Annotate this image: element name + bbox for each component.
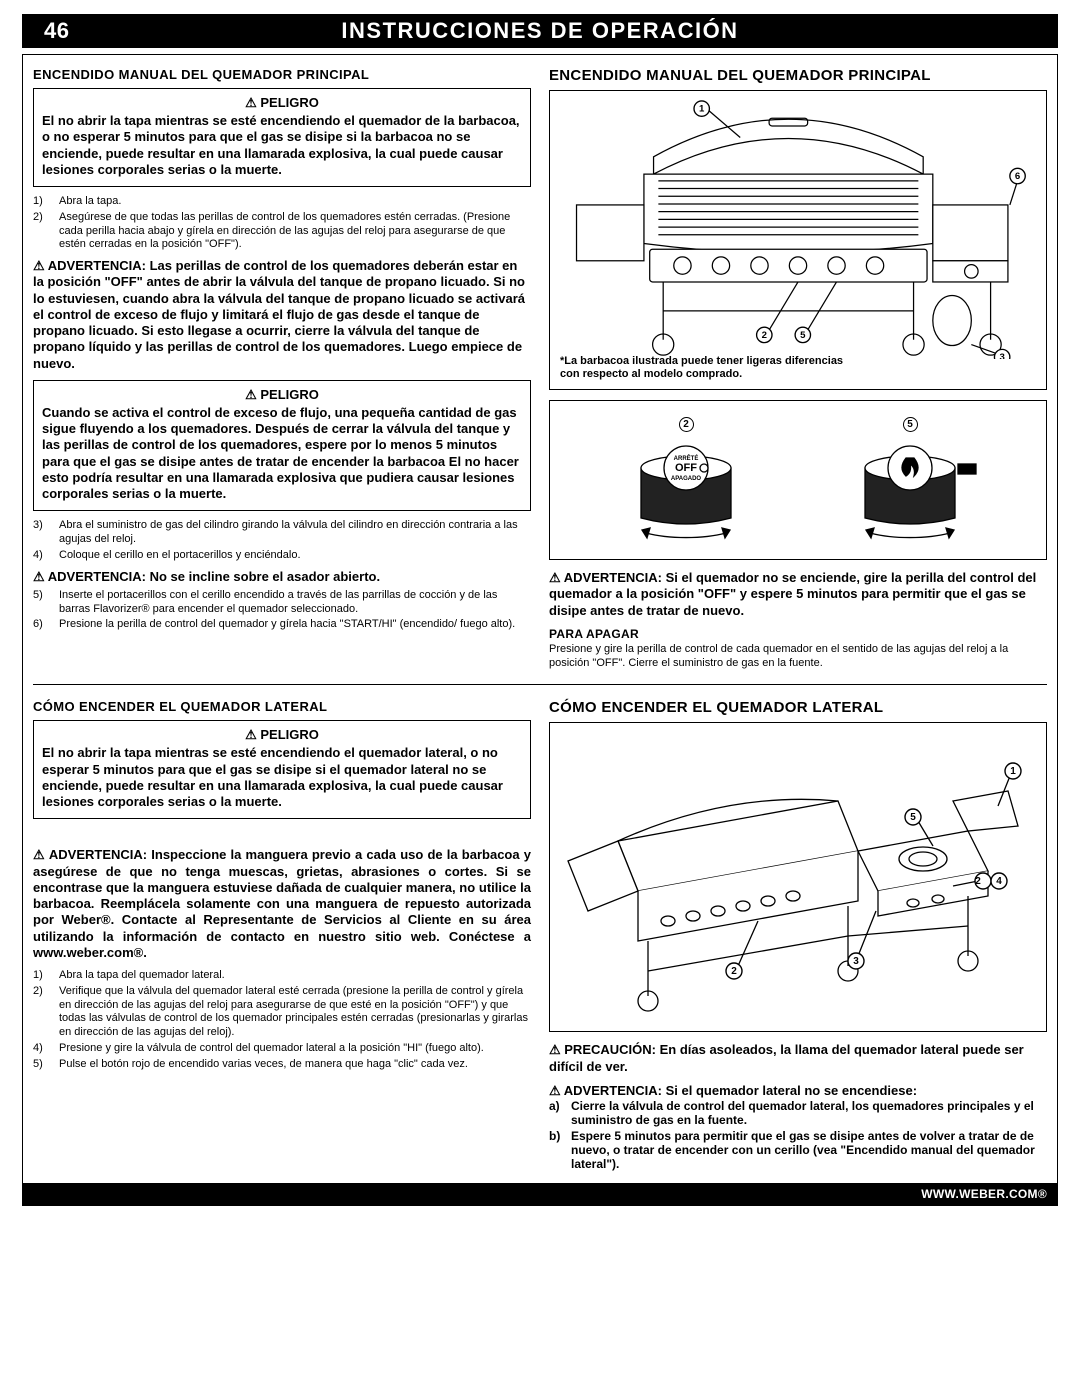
knob-ignite-svg (840, 438, 980, 548)
svg-text:3: 3 (999, 352, 1004, 359)
right-column-1: ENCENDIDO MANUAL DEL QUEMADOR PRINCIPAL (549, 63, 1047, 670)
para-apagar-head: PARA APAGAR (549, 627, 1047, 641)
section-divider (33, 684, 1047, 685)
svg-text:2: 2 (731, 966, 737, 977)
advertencia-no-enciende: ⚠ ADVERTENCIA: Si el quemador lateral no… (549, 1083, 1047, 1099)
svg-text:ARRÊTÉ: ARRÊTÉ (674, 454, 699, 462)
svg-text:3: 3 (853, 956, 859, 967)
peligro-box-1: ⚠ PELIGRO El no abrir la tapa mientras s… (33, 88, 531, 187)
svg-text:OFF: OFF (675, 462, 697, 474)
warn-body: El no abrir la tapa mientras se esté enc… (42, 113, 522, 178)
sec-title: CÓMO ENCENDER EL QUEMADOR LATERAL (33, 699, 531, 714)
page-outer-border: ENCENDIDO MANUAL DEL QUEMADOR PRINCIPAL … (22, 54, 1058, 1206)
grill-lateral-svg: 1 5 2 4 2 3 (558, 731, 1038, 1021)
steps-1-2: 1)Abra la tapa. 2)Asegúrese de que todas… (33, 195, 531, 252)
peligro-box-3: ⚠ PELIGRO El no abrir la tapa mientras s… (33, 720, 531, 819)
svg-text:1: 1 (699, 104, 705, 115)
steps-lateral: 1)Abra la tapa del quemador lateral. 2)V… (33, 969, 531, 1071)
svg-text:5: 5 (800, 330, 806, 341)
sec-title: ENCENDIDO MANUAL DEL QUEMADOR PRINCIPAL (549, 67, 1047, 84)
left-column-2: CÓMO ENCENDER EL QUEMADOR LATERAL ⚠ PELI… (33, 695, 531, 1173)
precaucion-sun: ⚠ PRECAUCIÓN: En días asoleados, la llam… (549, 1042, 1047, 1075)
grill-main-svg: 1 6 2 5 3 (558, 99, 1038, 359)
sec-title: CÓMO ENCENDER EL QUEMADOR LATERAL (549, 699, 1047, 716)
advertencia-hose: ⚠ ADVERTENCIA: Inspeccione la manguera p… (33, 847, 531, 961)
sec-title: ENCENDIDO MANUAL DEL QUEMADOR PRINCIPAL (33, 67, 531, 82)
grill-diagram-lateral: 1 5 2 4 2 3 (549, 722, 1047, 1032)
grill-note: *La barbacoa ilustrada puede tener liger… (560, 355, 848, 381)
warn-body: El no abrir la tapa mientras se esté enc… (42, 745, 522, 810)
page-header: 46 INSTRUCCIONES DE OPERACIÓN (22, 14, 1058, 48)
svg-text:4: 4 (996, 876, 1002, 887)
advertencia-1: ⚠ ADVERTENCIA: Las perillas de control d… (33, 258, 531, 372)
knob-diagram: 2 ARRÊTÉ O (549, 400, 1047, 560)
svg-text:2: 2 (762, 330, 767, 341)
knob-2: 2 ARRÊTÉ O (616, 415, 756, 551)
section-2: CÓMO ENCENDER EL QUEMADOR LATERAL ⚠ PELI… (33, 695, 1047, 1173)
section-1: ENCENDIDO MANUAL DEL QUEMADOR PRINCIPAL … (33, 63, 1047, 670)
page-title: INSTRUCCIONES DE OPERACIÓN (22, 18, 1058, 44)
grill-diagram-main: 1 6 2 5 3 *La barbacoa ilustrada puede t… (549, 90, 1047, 390)
advertencia-2: ⚠ ADVERTENCIA: No se incline sobre el as… (33, 569, 531, 585)
steps-3-4: 3)Abra el suministro de gas del cilindro… (33, 519, 531, 562)
svg-text:5: 5 (910, 812, 916, 823)
right-column-2: CÓMO ENCENDER EL QUEMADOR LATERAL (549, 695, 1047, 1173)
knob-off-svg: ARRÊTÉ OFF APAGADO (616, 438, 756, 548)
advertencia-right-1: ⚠ ADVERTENCIA: Si el quemador no se enci… (549, 570, 1047, 619)
svg-text:1: 1 (1010, 766, 1016, 777)
warn-head: ⚠ PELIGRO (42, 95, 522, 111)
svg-text:2: 2 (975, 876, 981, 887)
knob-5: 5 (840, 415, 980, 551)
svg-text:6: 6 (1015, 171, 1020, 182)
warn-body: Cuando se activa el control de exceso de… (42, 405, 522, 503)
footer-url: WWW.WEBER.COM® (23, 1183, 1057, 1205)
para-apagar-text: Presione y gire la perilla de control de… (549, 643, 1047, 671)
advert-alpha-list: a)Cierre la válvula de control del quema… (549, 1099, 1047, 1171)
warn-head: ⚠ PELIGRO (42, 727, 522, 743)
svg-text:APAGADO: APAGADO (671, 476, 702, 482)
peligro-box-2: ⚠ PELIGRO Cuando se activa el control de… (33, 380, 531, 512)
warn-head: ⚠ PELIGRO (42, 387, 522, 403)
left-column-1: ENCENDIDO MANUAL DEL QUEMADOR PRINCIPAL … (33, 63, 531, 670)
steps-5-6: 5)Inserte el portacerillos con el cerill… (33, 589, 531, 632)
